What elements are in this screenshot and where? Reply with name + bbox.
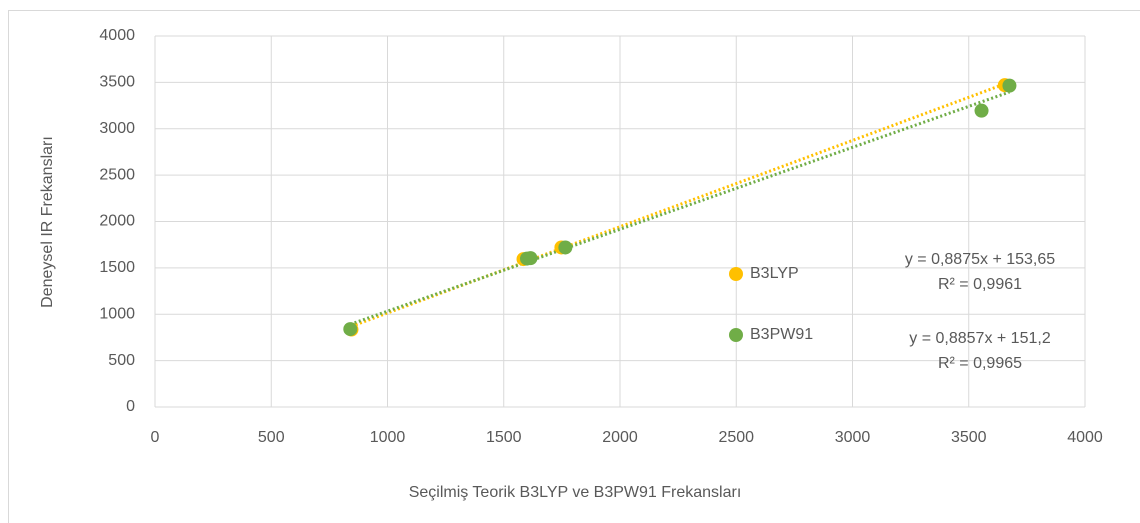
x-tick-label: 2500 (718, 429, 754, 446)
legend-marker (729, 267, 743, 281)
y-tick-label: 1000 (99, 305, 135, 322)
point (974, 103, 989, 118)
x-tick-label: 3500 (951, 429, 987, 446)
x-tick-label: 3000 (835, 429, 871, 446)
y-axis-label: Deneysel IR Frekansları (39, 136, 56, 308)
annotation: R² = 0,9961 (938, 276, 1022, 293)
legend-label: B3LYP (750, 265, 799, 282)
point (558, 240, 573, 255)
legend-marker (729, 328, 743, 342)
y-tick-label: 2000 (99, 213, 135, 230)
point (523, 251, 538, 266)
x-tick-label: 2000 (602, 429, 638, 446)
y-tick-label: 500 (108, 352, 135, 369)
legend-label: B3PW91 (750, 326, 813, 343)
y-tick-label: 4000 (99, 27, 135, 44)
annotation: y = 0,8857x + 151,2 (909, 330, 1051, 347)
annotation: R² = 0,9965 (938, 355, 1022, 372)
annotation: y = 0,8875x + 153,65 (905, 251, 1055, 268)
chart-frame (8, 10, 1140, 523)
y-tick-label: 3000 (99, 120, 135, 137)
point (343, 322, 358, 337)
x-tick-label: 4000 (1067, 429, 1103, 446)
y-tick-label: 3500 (99, 74, 135, 91)
x-tick-label: 0 (151, 429, 160, 446)
point (1002, 78, 1017, 93)
x-tick-label: 1000 (370, 429, 406, 446)
x-axis-label: Seçilmiş Teorik B3LYP ve B3PW91 Frekansl… (409, 484, 742, 501)
y-tick-label: 1500 (99, 259, 135, 276)
x-tick-label: 500 (258, 429, 285, 446)
y-tick-label: 2500 (99, 166, 135, 183)
trendline (350, 82, 1006, 328)
x-tick-label: 1500 (486, 429, 522, 446)
trendline (349, 90, 1010, 326)
y-tick-label: 0 (126, 398, 135, 415)
